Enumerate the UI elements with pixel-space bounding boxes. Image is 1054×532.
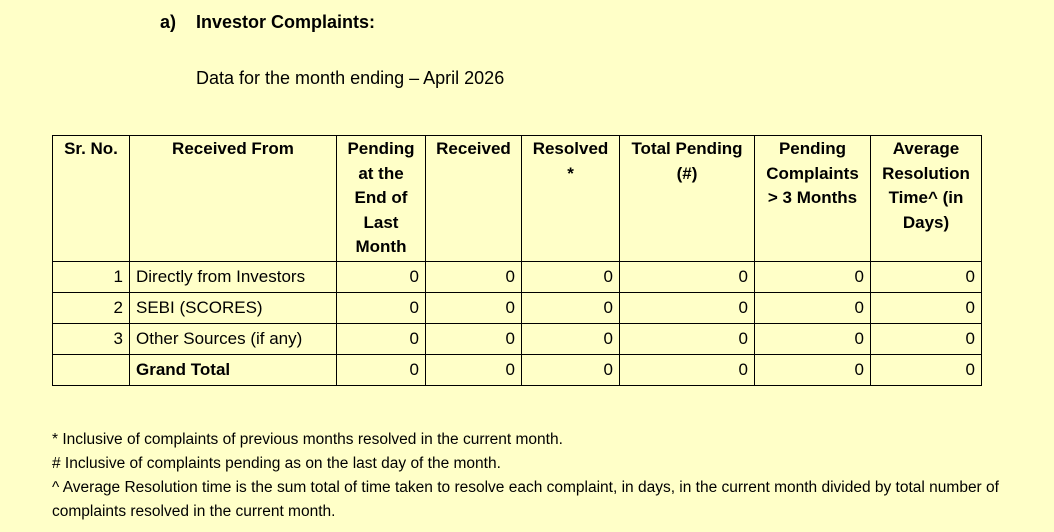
cell-total-pending: 0 bbox=[619, 260, 755, 293]
total-total-pending: 0 bbox=[619, 353, 755, 386]
cell-sr-no bbox=[52, 353, 130, 386]
cell-total-pending: 0 bbox=[619, 322, 755, 355]
cell-received: 0 bbox=[425, 322, 522, 355]
grand-total-row: Grand Total 0 0 0 0 0 0 bbox=[52, 353, 982, 386]
header-avg-resolution-time: Average Resolution Time^ (in Days) bbox=[870, 135, 982, 262]
cell-pending-last: 0 bbox=[336, 322, 426, 355]
cell-pending-last: 0 bbox=[336, 260, 426, 293]
cell-sr-no: 3 bbox=[52, 322, 130, 355]
cell-source: SEBI (SCORES) bbox=[129, 291, 337, 324]
total-resolved: 0 bbox=[521, 353, 620, 386]
investor-complaints-table: Sr. No. Received From Pending at the End… bbox=[52, 135, 982, 386]
section-marker: a) bbox=[160, 12, 177, 32]
section-title: Investor Complaints: bbox=[196, 12, 376, 32]
cell-pending-3m: 0 bbox=[754, 322, 871, 355]
cell-total-pending: 0 bbox=[619, 291, 755, 324]
footnote-avg-resolution: ^ Average Resolution time is the sum tot… bbox=[52, 479, 999, 520]
cell-received: 0 bbox=[425, 291, 522, 324]
cell-pending-last: 0 bbox=[336, 291, 426, 324]
total-pending-last: 0 bbox=[336, 353, 426, 386]
header-pending-3-months: Pending Complaints > 3 Months bbox=[754, 135, 871, 262]
cell-pending-3m: 0 bbox=[754, 260, 871, 293]
total-received: 0 bbox=[425, 353, 522, 386]
grand-total-label: Grand Total bbox=[129, 353, 337, 386]
cell-source: Other Sources (if any) bbox=[129, 322, 337, 355]
header-total-pending: Total Pending (#) bbox=[619, 135, 755, 262]
table-row: 2 SEBI (SCORES) 0 0 0 0 0 0 bbox=[52, 291, 982, 324]
footnote-total-pending: # Inclusive of complaints pending as on … bbox=[52, 455, 501, 472]
cell-pending-3m: 0 bbox=[754, 291, 871, 324]
header-sr-no: Sr. No. bbox=[52, 135, 130, 262]
cell-avg-time: 0 bbox=[870, 260, 982, 293]
header-resolved: Resolved * bbox=[521, 135, 620, 262]
cell-received: 0 bbox=[425, 260, 522, 293]
table-row: 3 Other Sources (if any) 0 0 0 0 0 0 bbox=[52, 322, 982, 355]
cell-avg-time: 0 bbox=[870, 291, 982, 324]
header-received: Received bbox=[425, 135, 522, 262]
cell-source: Directly from Investors bbox=[129, 260, 337, 293]
section-heading: a) Investor Complaints: bbox=[160, 12, 375, 33]
header-received-from: Received From bbox=[129, 135, 337, 262]
footnotes: * Inclusive of complaints of previous mo… bbox=[52, 428, 1012, 524]
table-header-row: Sr. No. Received From Pending at the End… bbox=[52, 135, 982, 262]
cell-resolved: 0 bbox=[521, 260, 620, 293]
cell-avg-time: 0 bbox=[870, 322, 982, 355]
cell-resolved: 0 bbox=[521, 291, 620, 324]
total-avg-time: 0 bbox=[870, 353, 982, 386]
cell-sr-no: 1 bbox=[52, 260, 130, 293]
month-ending-subtitle: Data for the month ending – April 2026 bbox=[196, 68, 505, 88]
cell-sr-no: 2 bbox=[52, 291, 130, 324]
total-pending-3m: 0 bbox=[754, 353, 871, 386]
table-row: 1 Directly from Investors 0 0 0 0 0 0 bbox=[52, 260, 982, 293]
header-pending-last-month: Pending at the End of Last Month bbox=[336, 135, 426, 262]
footnote-resolved: * Inclusive of complaints of previous mo… bbox=[52, 431, 563, 448]
cell-resolved: 0 bbox=[521, 322, 620, 355]
